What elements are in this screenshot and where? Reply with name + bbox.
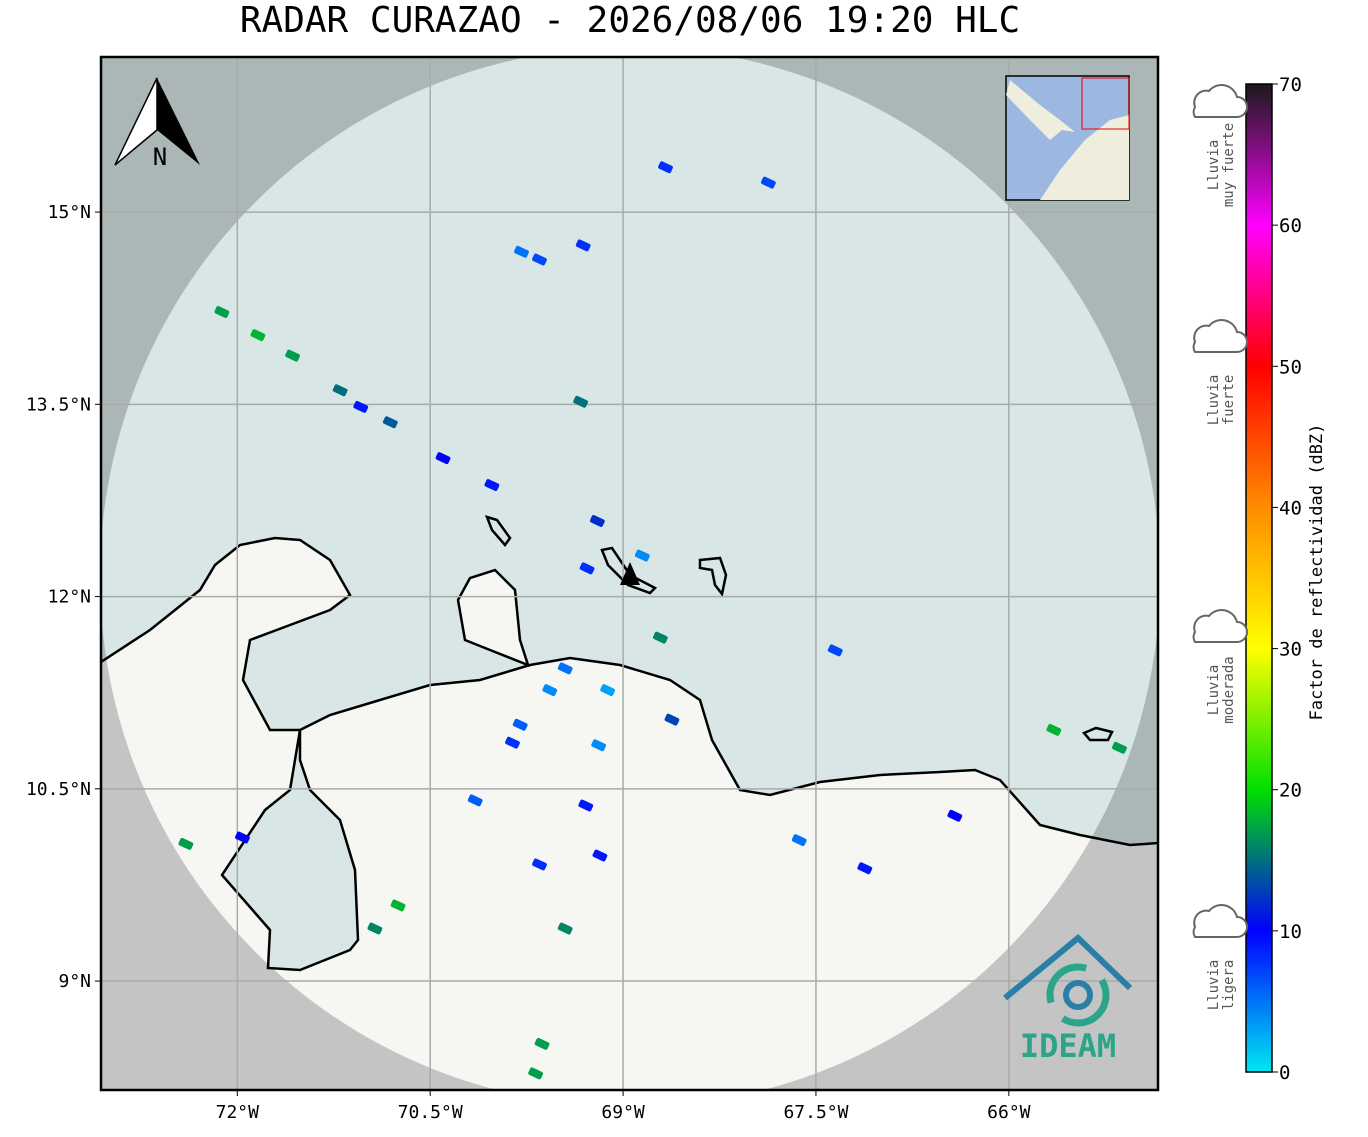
radar-echo: [947, 809, 963, 822]
land: [101, 538, 1158, 1090]
y-tick-label: 13.5°N: [26, 394, 91, 415]
x-tick-label: 72°W: [216, 1102, 260, 1123]
radar-echo: [652, 631, 668, 644]
legend-label: muy fuerte: [1221, 123, 1237, 207]
radar-echo: [250, 329, 266, 342]
radar-echo: [575, 239, 591, 252]
radar-echo: [214, 306, 230, 318]
radar-echo: [505, 736, 520, 749]
radar-echo: [592, 849, 608, 862]
bonaire: [698, 556, 728, 597]
title: RADAR CURAZAO - 2026/08/06 19:20 HLC: [240, 0, 1020, 41]
legend-icon: [1192, 609, 1248, 643]
radar-echo: [367, 922, 383, 935]
y-tick-label: 15°N: [48, 202, 91, 223]
ideam-logo: IDEAM: [1003, 933, 1133, 1065]
colorbar-tick-label: 30: [1279, 639, 1302, 661]
radar-echo: [600, 684, 616, 697]
radar-echo: [573, 395, 589, 408]
colorbar-tick-label: 40: [1279, 497, 1302, 519]
radar-echo: [528, 1067, 544, 1080]
colorbar-tick-label: 10: [1279, 921, 1302, 943]
coastline: [456, 568, 530, 668]
radar-echo: [332, 384, 348, 397]
legend-label: Lluvia: [1206, 665, 1222, 716]
colorbar-tick-label: 60: [1279, 215, 1302, 237]
radar-echo: [467, 794, 483, 807]
island: [1081, 726, 1114, 742]
y-tick-label: 9°N: [58, 971, 91, 992]
legend-icon: [1192, 904, 1248, 938]
radar-echo: [235, 831, 250, 844]
map-area: [101, 57, 1158, 1090]
y-tick-label: 10.5°N: [26, 779, 91, 800]
radar-echo: [857, 862, 873, 875]
map-frame: [99, 55, 1160, 1092]
radar-echo: [435, 452, 451, 465]
x-tick-label: 69°W: [601, 1102, 645, 1123]
radar-echo: [658, 161, 673, 174]
radar-echo: [578, 799, 594, 812]
legend-label: fuerte: [1221, 375, 1237, 426]
radar-echo: [390, 899, 406, 912]
x-tick-label: 70.5°W: [398, 1102, 463, 1123]
y-tick-label: 12°N: [48, 587, 91, 608]
radar-echo: [178, 837, 194, 850]
paraguana: [458, 570, 528, 665]
radar-echo: [382, 416, 398, 429]
radar-echo: [353, 400, 369, 413]
radar-echo: [1046, 723, 1062, 736]
aruba: [484, 515, 512, 548]
radar-echo: [514, 245, 529, 258]
colorbar-label: Factor de reflectividad (dBZ): [1307, 424, 1327, 721]
legend-label: Lluvia: [1206, 140, 1222, 191]
legend-icon: [1192, 319, 1248, 353]
radar-echo: [664, 713, 680, 726]
coastline: [101, 536, 1158, 847]
colorbar: [1245, 83, 1273, 1073]
radar-echo: [534, 1037, 550, 1050]
colorbar-tick-label: 20: [1279, 780, 1302, 802]
legend-label: Lluvia: [1206, 960, 1222, 1011]
radar-echo: [285, 349, 300, 362]
inset-map: [1005, 75, 1130, 201]
radar-echo: [827, 644, 843, 657]
radar-echo: [1112, 741, 1127, 754]
legend-label: Lluvia: [1206, 375, 1222, 426]
radar-echo: [589, 515, 605, 527]
colorbar-tick-label: 50: [1279, 356, 1302, 378]
north-arrow: N: [114, 77, 200, 171]
x-tick-label: 67.5°W: [783, 1102, 848, 1123]
radar-site: [620, 562, 640, 585]
radar-echo: [532, 858, 547, 871]
north-label: N: [153, 143, 167, 171]
radar-echo: [791, 834, 807, 847]
radar-echo: [557, 662, 573, 675]
radar-echo: [484, 479, 500, 491]
legend-icon: [1192, 84, 1248, 118]
radar-echo: [557, 922, 573, 935]
radar-echo: [532, 253, 547, 266]
colorbar-tick-label: 70: [1279, 74, 1302, 96]
radar-echo: [634, 549, 650, 562]
radar-echo: [542, 684, 558, 697]
colorbar-tick-label: 0: [1279, 1062, 1290, 1084]
radar-echo: [579, 562, 595, 575]
radar-echo: [591, 739, 607, 752]
radar-echo: [512, 718, 528, 731]
legend-label: ligera: [1221, 960, 1237, 1011]
radar-echo: [760, 176, 776, 189]
curacao: [600, 546, 658, 595]
x-tick-label: 66°W: [987, 1102, 1031, 1123]
lake-maracaibo: [220, 729, 360, 972]
logo-text: IDEAM: [1020, 1027, 1116, 1065]
legend-label: moderada: [1221, 656, 1237, 723]
